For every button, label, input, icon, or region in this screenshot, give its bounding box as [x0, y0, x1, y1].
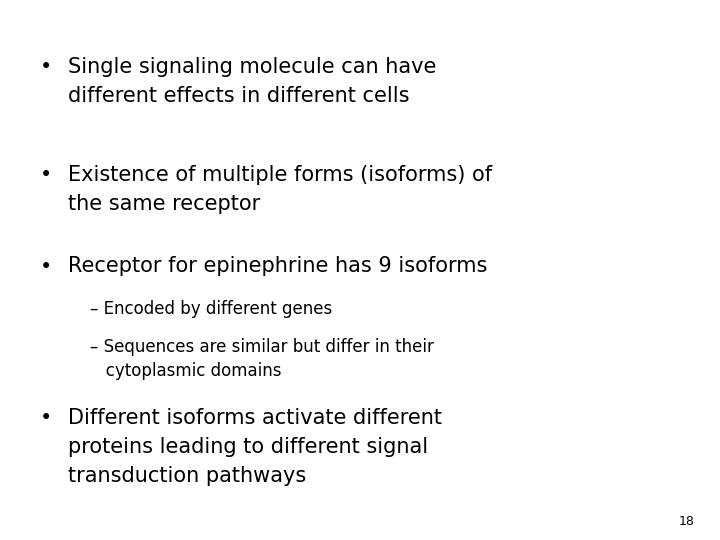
Text: •: • — [40, 57, 52, 77]
Text: proteins leading to different signal: proteins leading to different signal — [68, 437, 428, 457]
Text: Different isoforms activate different: Different isoforms activate different — [68, 408, 442, 428]
Text: •: • — [40, 256, 52, 276]
Text: – Encoded by different genes: – Encoded by different genes — [90, 300, 332, 318]
Text: cytoplasmic domains: cytoplasmic domains — [90, 362, 282, 380]
Text: different effects in different cells: different effects in different cells — [68, 86, 410, 106]
Text: Single signaling molecule can have: Single signaling molecule can have — [68, 57, 437, 77]
Text: the same receptor: the same receptor — [68, 194, 261, 214]
Text: Existence of multiple forms (isoforms) of: Existence of multiple forms (isoforms) o… — [68, 165, 492, 185]
Text: – Sequences are similar but differ in their: – Sequences are similar but differ in th… — [90, 338, 434, 355]
Text: •: • — [40, 408, 52, 428]
Text: Receptor for epinephrine has 9 isoforms: Receptor for epinephrine has 9 isoforms — [68, 256, 487, 276]
Text: 18: 18 — [679, 515, 695, 528]
Text: •: • — [40, 165, 52, 185]
Text: transduction pathways: transduction pathways — [68, 466, 307, 486]
